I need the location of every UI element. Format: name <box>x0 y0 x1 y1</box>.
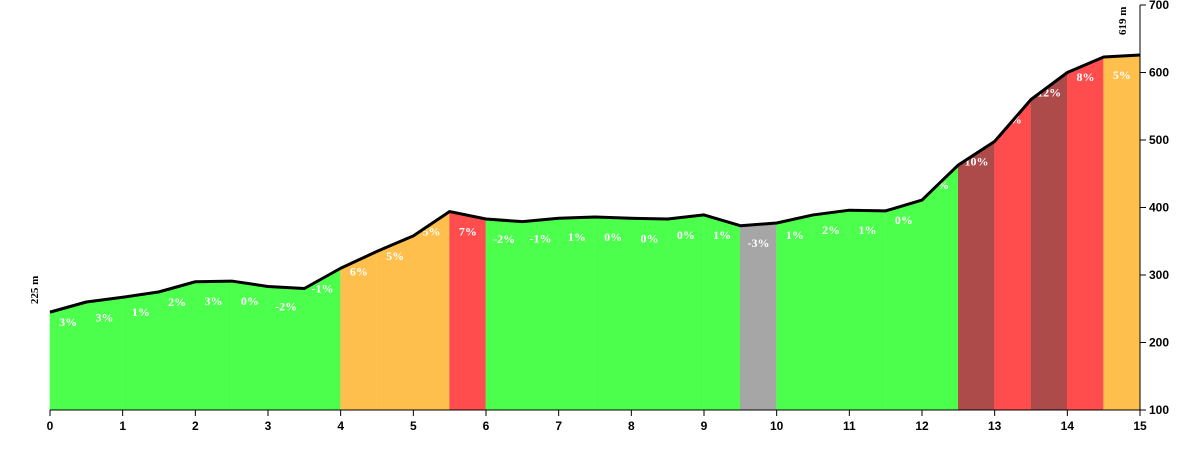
gradient-segment <box>812 209 850 411</box>
x-tick-label: 11 <box>843 419 856 433</box>
gradient-segment <box>522 217 559 411</box>
x-tick-label: 4 <box>337 419 344 433</box>
gradient-label: 2% <box>822 223 840 237</box>
y-tick-label: 700 <box>1149 0 1169 12</box>
start-elevation-label: 225 m <box>29 276 41 304</box>
x-tick-label: 15 <box>1133 419 1147 433</box>
y-axis: 100 200 300 400 500 600 700 <box>1139 0 1169 417</box>
gradient-label: 2% <box>168 295 186 309</box>
gradient-label: -2% <box>275 299 297 313</box>
gradient-segment <box>921 164 959 411</box>
gradient-segment <box>667 214 705 411</box>
gradient-label: 5% <box>386 249 404 263</box>
gradient-segment <box>703 214 741 411</box>
gradient-label: 3% <box>205 294 223 308</box>
gradient-label: 3% <box>96 310 114 324</box>
gradient-label: -3% <box>748 236 770 250</box>
gradient-label: 10% <box>965 154 989 168</box>
gradient-segment <box>776 214 814 411</box>
gradient-label: 1% <box>859 223 877 237</box>
gradient-segment <box>849 209 886 411</box>
x-tick-label: 0 <box>47 419 54 433</box>
gradient-segment <box>485 218 523 411</box>
gradient-label: 0% <box>241 294 259 308</box>
y-tick-label: 500 <box>1149 133 1169 147</box>
gradient-segment <box>1030 71 1068 411</box>
x-tick-label: 6 <box>483 419 490 433</box>
gradient-segments <box>49 54 1141 411</box>
x-tick-label: 8 <box>628 419 635 433</box>
y-tick-label: 300 <box>1149 268 1169 282</box>
gradient-segment <box>449 211 487 411</box>
gradient-label: 0% <box>641 231 659 245</box>
gradient-label: 0% <box>895 213 913 227</box>
y-tick-label: 200 <box>1149 336 1169 350</box>
x-tick-label: 10 <box>770 419 784 433</box>
gradient-label: 1% <box>786 228 804 242</box>
gradient-segment <box>413 210 450 411</box>
gradient-label: 1% <box>568 230 586 244</box>
x-tick-label: 7 <box>555 419 562 433</box>
gradient-label: 7% <box>459 225 477 239</box>
x-tick-label: 5 <box>410 419 417 433</box>
elevation-line <box>49 53 1141 314</box>
gradient-segment <box>740 222 777 411</box>
x-tick-label: 2 <box>192 419 199 433</box>
y-tick-label: 600 <box>1149 66 1169 80</box>
gradient-segment <box>558 216 596 411</box>
y-tick-label: 400 <box>1149 201 1169 215</box>
gradient-label: 8% <box>1077 70 1095 84</box>
end-elevation-label: 619 m <box>1117 7 1129 35</box>
gradient-label: -1% <box>312 281 334 295</box>
x-tick-label: 13 <box>988 419 1002 433</box>
gradient-label: -1% <box>530 231 552 245</box>
gradient-segment <box>594 216 632 411</box>
gradient-segment <box>958 140 995 411</box>
x-tick-label: 12 <box>915 419 929 433</box>
gradient-label: -2% <box>493 232 515 246</box>
gradient-label: 6% <box>350 264 368 278</box>
gradient-labels: 3% 3% 1% 2% 3% 0% -2% -1% 6% 5% 5% 7% -2% -1% 1% 0% 0% 0%… <box>59 68 1131 329</box>
gradient-label: 0% <box>677 228 695 242</box>
gradient-label: 1% <box>132 305 150 319</box>
x-tick-label: 9 <box>701 419 708 433</box>
gradient-label: 3% <box>59 315 77 329</box>
gradient-segment <box>1103 54 1141 411</box>
x-axis: 0 1 2 3 4 5 6 7 8 9 10 11 12 13 14 15 <box>47 409 1147 433</box>
x-tick-label: 1 <box>119 419 126 433</box>
gradient-label: 0% <box>604 230 622 244</box>
y-tick-label: 100 <box>1149 403 1169 417</box>
gradient-label: 5% <box>1113 68 1131 82</box>
gradient-segment <box>631 217 668 411</box>
gradient-segment <box>994 98 1032 411</box>
gradient-segment <box>885 199 923 411</box>
gradient-segment <box>1067 56 1104 411</box>
gradient-label: 1% <box>713 228 731 242</box>
x-tick-label: 14 <box>1061 419 1075 433</box>
x-tick-label: 3 <box>265 419 272 433</box>
